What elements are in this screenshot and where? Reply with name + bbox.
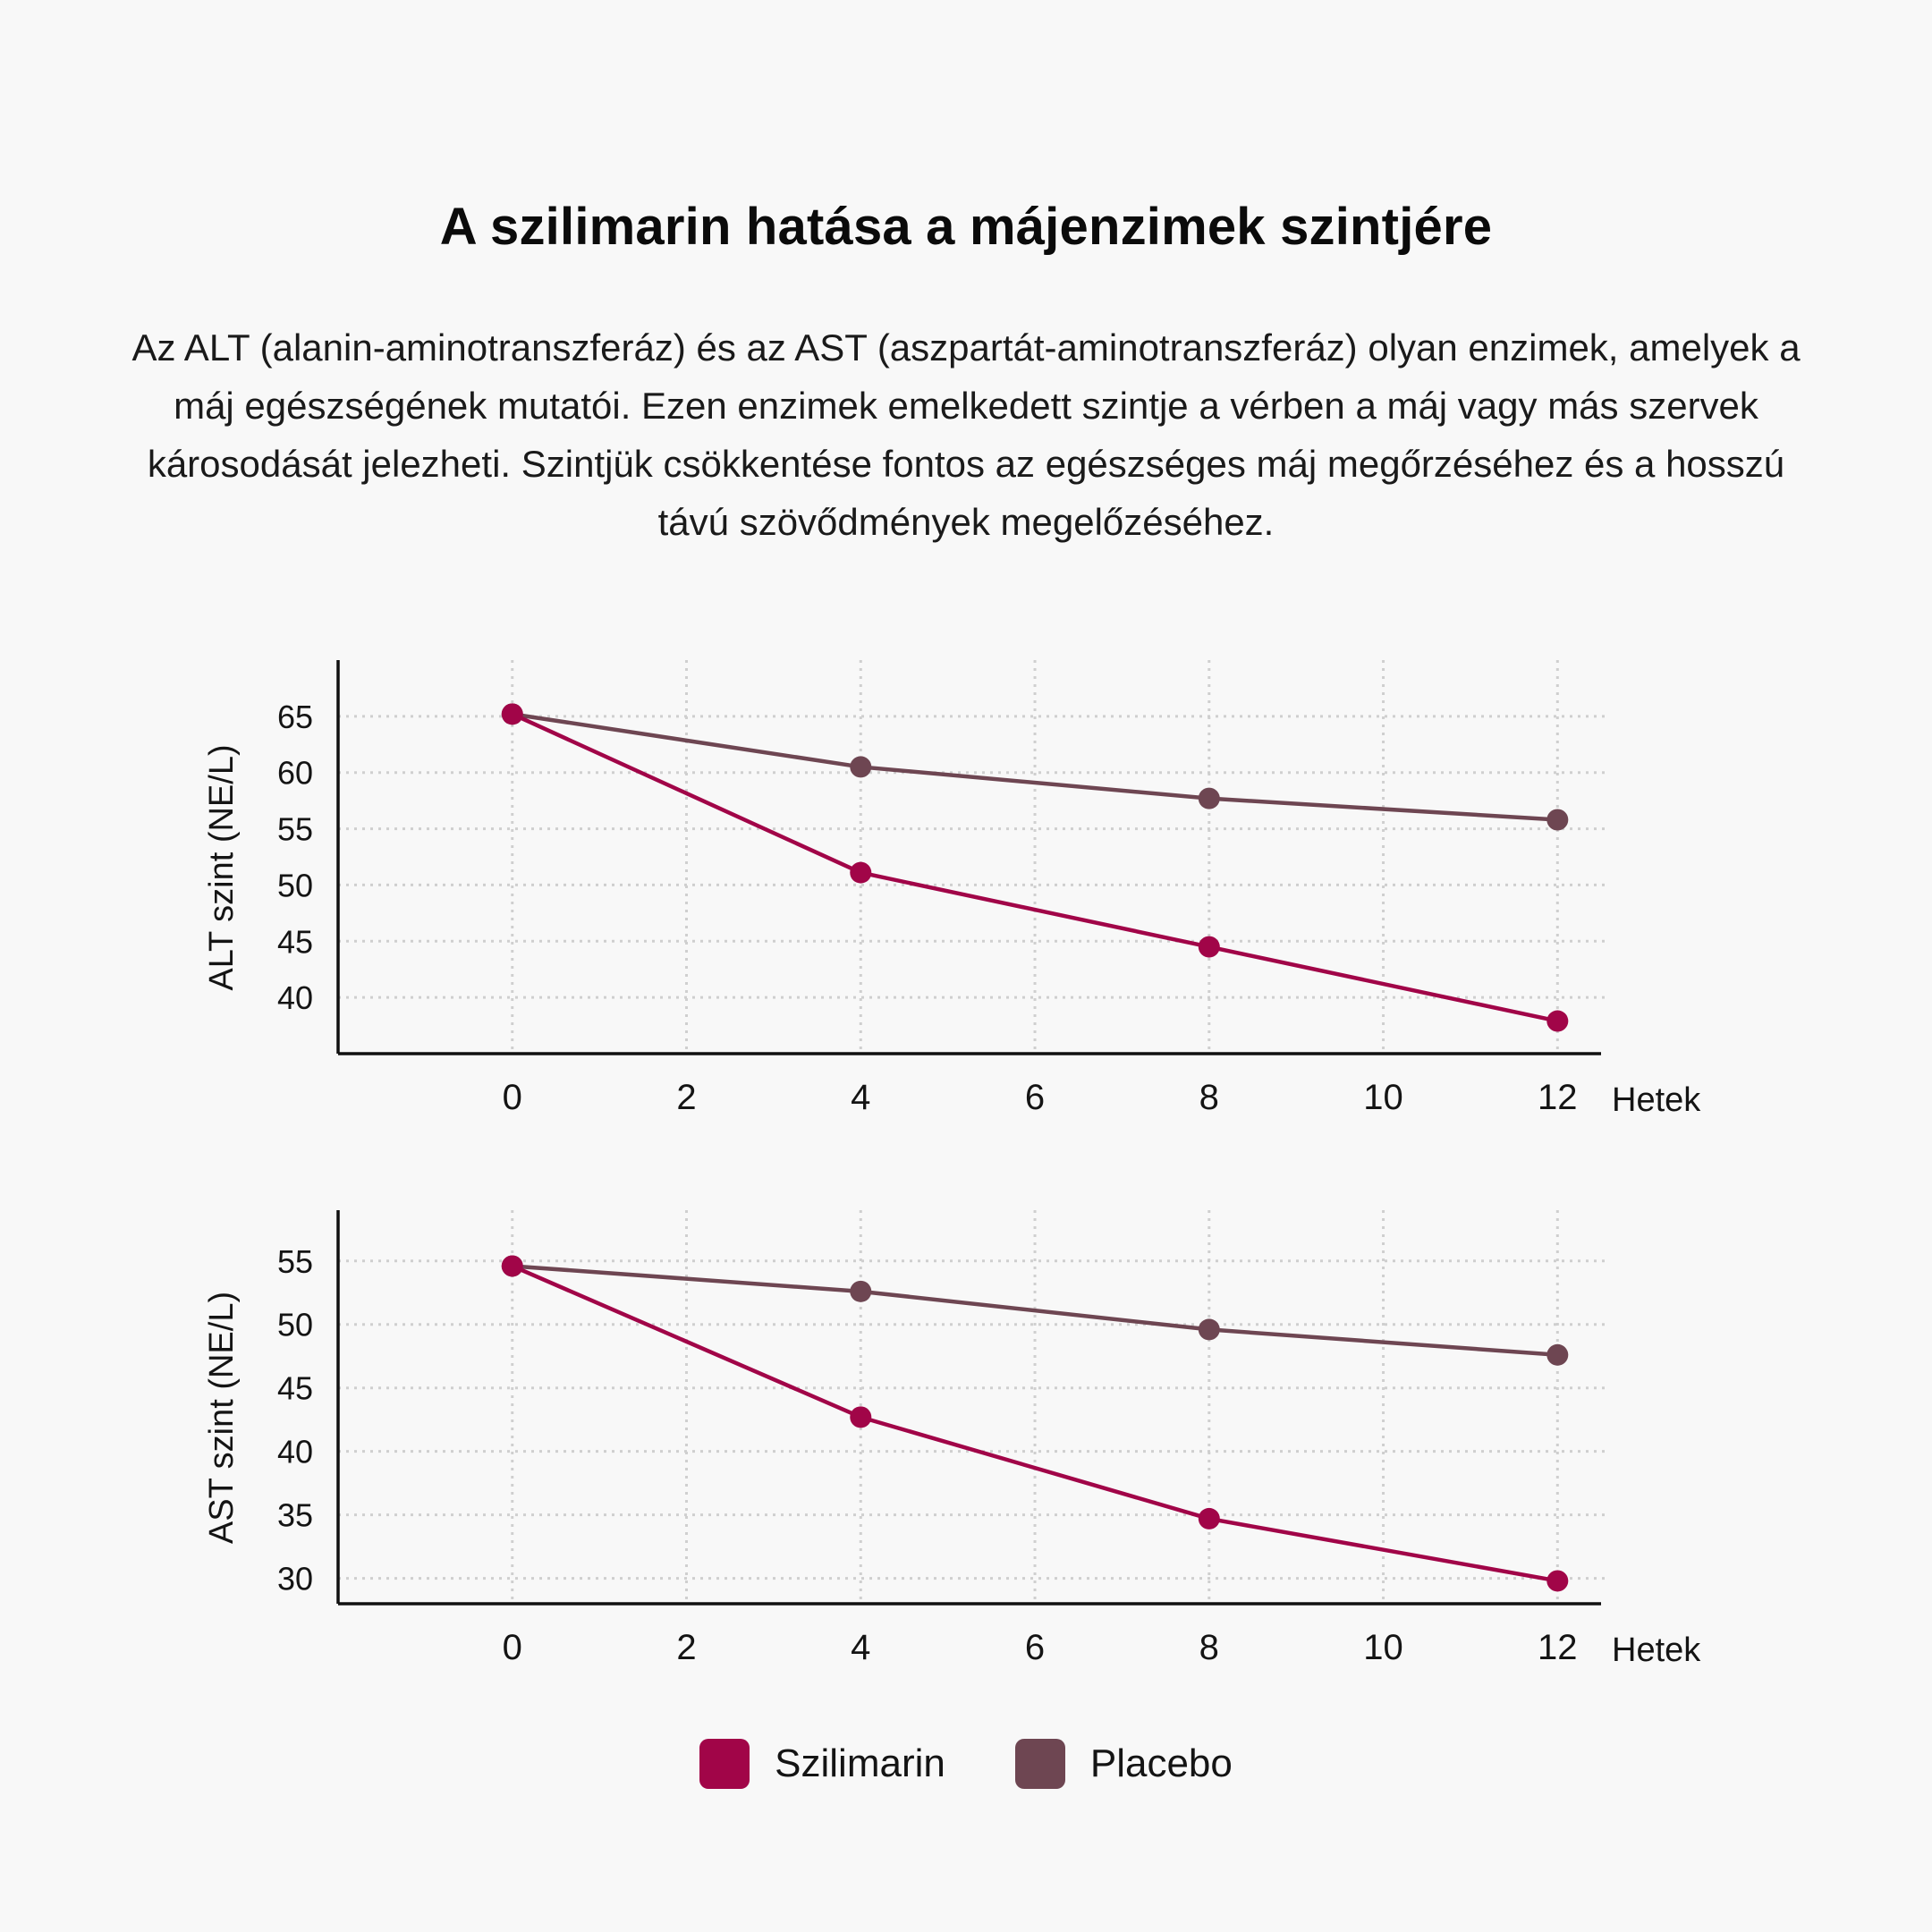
legend-item-szilimarin: Szilimarin — [699, 1739, 945, 1789]
chart1-y-tick-label: 45 — [277, 923, 313, 960]
chart2-y-tick-label: 35 — [277, 1497, 313, 1534]
chart2-point-szilimarin — [1546, 1570, 1569, 1592]
chart2-x-axis-label: Hetek — [1612, 1631, 1701, 1669]
chart1-y-tick-label: 50 — [277, 867, 313, 903]
chart1-point-szilimarin — [850, 861, 872, 884]
chart2-x-tick-label: 2 — [676, 1628, 696, 1667]
chart1-point-placebo — [1546, 809, 1569, 831]
legend-swatch-placebo — [1014, 1739, 1065, 1789]
chart1-x-tick-label: 0 — [503, 1078, 522, 1117]
chart1-y-axis-label: ALT szint (NE/L) — [203, 744, 241, 990]
chart-description: Az ALT (alanin-aminotranszferáz) és az A… — [131, 326, 1801, 543]
chart2-x-tick-label: 4 — [851, 1628, 870, 1667]
chart2-y-tick-label: 40 — [277, 1434, 313, 1470]
legend-item-placebo: Placebo — [1014, 1739, 1233, 1789]
chart2-point-placebo — [1198, 1318, 1220, 1341]
chart2-x-tick-label: 10 — [1363, 1628, 1403, 1667]
chart1-x-tick-label: 2 — [676, 1078, 696, 1117]
chart2-y-tick-label: 50 — [277, 1307, 313, 1343]
chart1-series-line-szilimarin — [511, 712, 1558, 1023]
chart1-x-axis-label: Hetek — [1612, 1081, 1701, 1119]
chart2-y-tick-label: 55 — [277, 1243, 313, 1280]
chart2-point-szilimarin — [501, 1255, 523, 1277]
chart1-point-placebo — [850, 756, 872, 778]
chart2-x-tick-label: 0 — [503, 1628, 522, 1667]
chart1-x-tick-label: 8 — [1199, 1078, 1219, 1117]
chart2-y-tick-label: 45 — [277, 1370, 313, 1407]
legend-label-placebo: Placebo — [1089, 1741, 1233, 1785]
chart1-x-tick-label: 6 — [1025, 1078, 1045, 1117]
chart1-y-tick-label: 55 — [277, 811, 313, 848]
chart1-x-tick-label: 12 — [1538, 1078, 1578, 1117]
chart2-y-tick-label: 30 — [277, 1561, 313, 1597]
chart2-x-tick-label: 6 — [1025, 1628, 1045, 1667]
chart1-point-szilimarin — [1198, 936, 1220, 958]
chart2-point-placebo — [1546, 1343, 1569, 1366]
chart2-x-tick-label: 8 — [1199, 1628, 1219, 1667]
chart1-point-placebo — [1198, 787, 1220, 809]
chart-title: A szilimarin hatása a májenzimek szintjé… — [439, 198, 1493, 256]
chart1-y-tick-label: 40 — [277, 979, 313, 1016]
chart2-point-szilimarin — [1198, 1507, 1220, 1530]
chart2-point-placebo — [850, 1280, 872, 1302]
legend-label-szilimarin: Szilimarin — [775, 1741, 945, 1785]
chart2-point-szilimarin — [850, 1406, 872, 1428]
legend: Szilimarin Placebo — [0, 1739, 1932, 1789]
chart2-series-line-szilimarin — [511, 1264, 1558, 1583]
chart1-point-szilimarin — [1546, 1010, 1569, 1032]
chart1-y-tick-label: 60 — [277, 755, 313, 792]
legend-swatch-szilimarin — [699, 1739, 750, 1789]
chart2-series-line-placebo — [512, 1264, 1558, 1358]
chart1-x-tick-label: 10 — [1363, 1078, 1403, 1117]
chart2-x-tick-label: 12 — [1538, 1628, 1578, 1667]
chart1-y-tick-label: 65 — [277, 699, 313, 735]
chart1-x-tick-label: 4 — [851, 1078, 870, 1117]
chart1-point-szilimarin — [501, 703, 523, 725]
chart2-y-axis-label: AST szint (NE/L) — [203, 1292, 241, 1544]
chart1-series-line-placebo — [512, 712, 1558, 822]
